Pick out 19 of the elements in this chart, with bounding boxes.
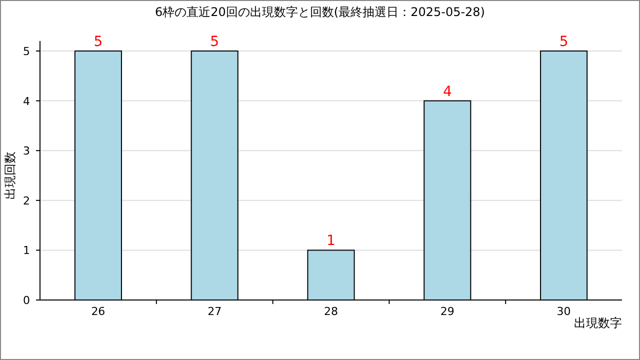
x-tick-label: 27 bbox=[208, 305, 222, 318]
chart-title: 6枠の直近20回の出現数字と回数(最終抽選日：2025-05-28) bbox=[154, 5, 486, 19]
data-label: 5 bbox=[94, 34, 103, 50]
y-tick-label: 1 bbox=[23, 244, 30, 258]
y-tick-label: 5 bbox=[23, 45, 30, 58]
x-axis-title: 出現数字 bbox=[574, 316, 622, 330]
data-label: 4 bbox=[442, 84, 452, 100]
y-tick-label: 2 bbox=[23, 194, 30, 208]
y-tick-label: 0 bbox=[23, 294, 30, 307]
x-tick-label: 28 bbox=[324, 305, 338, 318]
data-label: 5 bbox=[210, 34, 220, 50]
y-tick-label: 4 bbox=[23, 94, 30, 108]
data-label: 1 bbox=[326, 233, 336, 250]
y-tick-label: 3 bbox=[23, 144, 30, 158]
y-axis-title: 出現回数 bbox=[3, 152, 17, 200]
x-tick-label: 30 bbox=[556, 305, 571, 318]
x-tick-label: 26 bbox=[91, 305, 106, 318]
data-label: 5 bbox=[559, 34, 568, 50]
x-tick-label: 29 bbox=[440, 305, 454, 318]
